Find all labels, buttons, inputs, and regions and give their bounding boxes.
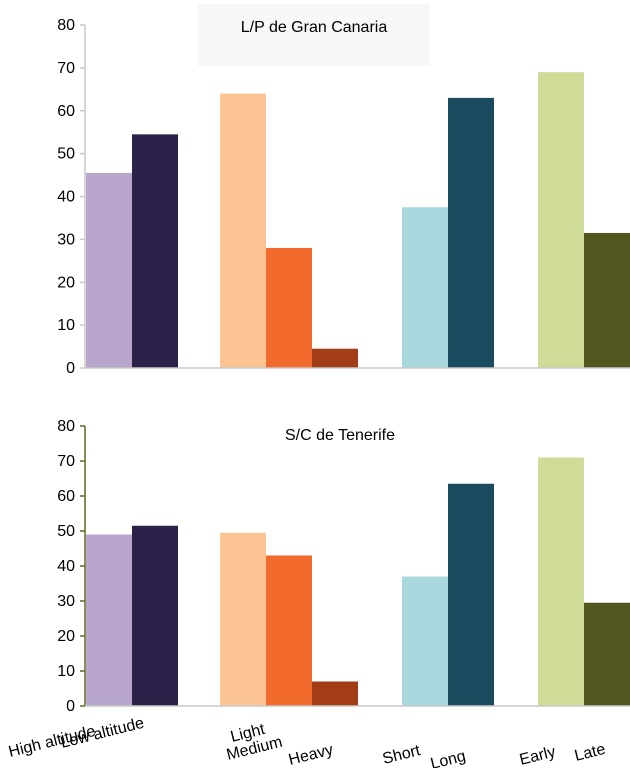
x-tick-label: Short [381, 742, 423, 768]
bar-long [448, 97, 494, 368]
chart-title: L/P de Gran Canaria [241, 19, 388, 36]
bar-late [584, 232, 630, 368]
bar-medium [266, 247, 312, 368]
bar-long [448, 483, 494, 706]
x-tick-label: Long [429, 748, 468, 768]
bar-late [584, 602, 630, 706]
y-tick-label: 30 [57, 593, 75, 610]
bar-light [220, 532, 266, 706]
bar-heavy [312, 681, 358, 706]
x-tick-label: Low altitude [59, 715, 146, 752]
bar-medium [266, 555, 312, 706]
bar-short [402, 576, 448, 706]
bar-early [538, 457, 584, 706]
bar-short [402, 207, 448, 368]
y-tick-label: 60 [57, 488, 75, 505]
x-tick-label: Heavy [287, 741, 335, 768]
bar-heavy [312, 348, 358, 368]
bar-high-altitude [86, 534, 132, 706]
y-tick-label: 10 [57, 317, 75, 334]
bar-high-altitude [86, 172, 132, 368]
y-tick-label: 40 [57, 189, 75, 206]
bar-low-altitude [132, 525, 178, 706]
y-tick-label: 80 [57, 17, 75, 34]
y-tick-label: 30 [57, 231, 75, 248]
title-box [198, 4, 430, 66]
y-tick-label: 40 [57, 558, 75, 575]
y-tick-label: 50 [57, 523, 75, 540]
y-tick-label: 60 [57, 103, 75, 120]
bar-light [220, 93, 266, 368]
bar-early [538, 72, 584, 368]
y-tick-label: 70 [57, 60, 75, 77]
chart-title: S/C de Tenerife [285, 427, 395, 444]
x-tick-label: Late [573, 741, 607, 765]
y-tick-label: 70 [57, 453, 75, 470]
chart-panel-gran-canaria: L/P de Gran Canaria 0 10 20 30 40 50 60 70 80 [57, 4, 630, 377]
y-tick-label: 80 [57, 418, 75, 435]
y-tick-label: 0 [66, 360, 75, 377]
bar-low-altitude [132, 134, 178, 368]
y-tick-label: 20 [57, 274, 75, 291]
y-tick-label: 50 [57, 146, 75, 163]
y-tick-label: 0 [66, 698, 75, 715]
y-tick-label: 10 [57, 663, 75, 680]
x-tick-label: Early [518, 744, 557, 768]
y-tick-label: 20 [57, 628, 75, 645]
